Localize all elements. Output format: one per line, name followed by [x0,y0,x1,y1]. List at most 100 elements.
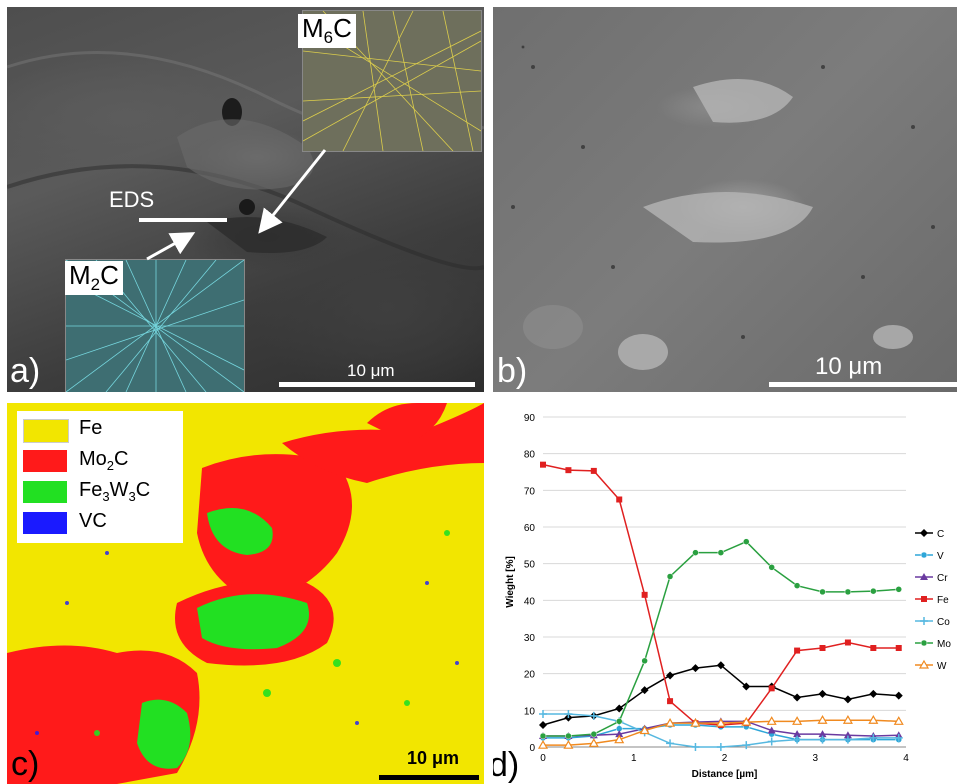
data-point-fe [844,639,851,646]
data-point-c [818,689,827,698]
y-tick-label: 80 [524,450,536,461]
data-point-w [563,739,574,749]
data-point-mo [819,588,826,596]
panel-a-sem-image: M6C M2C EDS a) 10 μm [7,7,484,392]
x-axis-label: Distance [µm] [692,769,758,780]
eds-label: EDS [109,187,155,212]
panel-d-chart: 0 10 20 30 40 50 60 70 80 90 0 1 2 3 4 Distance [µm] Wie… [493,403,957,784]
legend-item-vc: VC [23,510,183,536]
panel-b-scale-label: 10 μm [815,353,883,380]
x-tick-label: 3 [812,753,818,764]
data-point-w [868,715,879,724]
panel-c-letter: c) [11,745,40,783]
data-point-fe [616,496,623,503]
series-line-mo [543,540,899,737]
data-point-co [767,737,776,746]
legend-label-w: W [937,661,947,672]
panel-b-bse-image: b) 10 μm [493,7,957,392]
data-point-fe [540,461,546,468]
data-point-co [539,710,547,718]
series-line-fe [542,463,899,726]
data-point-w [741,716,752,726]
legend-label: VC [79,510,107,532]
data-point-cr [767,726,776,734]
data-point-c [843,695,852,704]
panel-a-arrows [146,149,327,261]
data-point-w [766,716,777,725]
data-point-w [639,725,650,735]
data-point-co [564,710,573,718]
data-point-co [818,735,827,744]
y-tick-label: 30 [524,633,536,644]
data-point-w [588,738,599,747]
panel-a-scale-bar [279,382,475,387]
arrow-m2c [146,232,196,261]
legend-swatch [23,419,69,443]
data-point-co [894,733,903,742]
data-point-mo [717,549,725,556]
legend-label: Fe [79,417,103,439]
y-tick-label: 10 [524,706,536,717]
data-point-mo [590,730,598,738]
data-point-mo [844,588,852,596]
legend-item-mo2c: Mo2C [23,448,183,474]
data-point-c [691,664,700,673]
data-point-w [665,717,676,727]
line-chart: 0 10 20 30 40 50 60 70 80 90 0 1 2 3 4 Distance [µm] Wie… [505,413,951,780]
y-tick-label: 20 [524,670,536,681]
panel-a-scale-label: 10 μm [347,361,395,380]
y-tick-label: 50 [524,560,536,571]
data-point-c [894,691,903,700]
data-point-cr [615,730,624,738]
m2c-label: M2C [65,261,123,295]
panel-b-texture [511,65,935,370]
m6c-label: M6C [298,14,356,48]
data-point-w [817,715,828,724]
legend-label-v: V [937,551,944,562]
data-point-w [614,734,625,744]
data-point-mo [870,587,877,595]
data-point-fe [870,645,877,651]
data-point-mo [666,573,674,580]
x-tick-label: 1 [631,753,637,764]
data-point-co [589,711,598,720]
data-point-co [793,735,802,744]
data-point-c [539,721,547,729]
y-axis-label: Wieght [%] [505,556,516,608]
data-point-w [690,717,701,727]
data-point-fe [794,647,801,654]
legend-label: Fe3W3C [79,479,151,504]
legend-swatch [23,512,67,534]
y-tick-label: 40 [524,596,536,607]
legend-marker-cr [920,573,928,580]
panel-c-scale-bar [379,775,479,780]
data-point-fe [565,467,572,474]
x-tick-label: 0 [540,753,546,764]
data-point-mo [641,657,648,665]
legend-label-mo: Mo [937,639,951,650]
legend-item-fe: Fe [23,417,183,443]
data-point-c [615,704,624,713]
data-point-mo [895,586,902,593]
data-point-cr [818,730,827,738]
panel-b-scale-bar [769,382,957,387]
legend-label-c: C [937,529,944,540]
x-tick-label: 4 [903,753,909,764]
m2c-diffraction-inset [65,259,245,392]
data-point-w [842,715,853,724]
arrow-m6c [258,149,327,234]
y-tick-label: 0 [529,743,535,754]
data-point-mo [768,564,775,571]
data-point-mo [615,718,623,725]
data-point-w [715,717,726,727]
y-tick-label: 70 [524,486,536,497]
legend-label-fe: Fe [937,595,949,606]
data-point-c [793,693,802,702]
legend-marker-mo [920,639,928,647]
data-point-co [691,743,700,751]
legend-item-fe3w3c: Fe3W3C [23,479,183,505]
data-point-fe [768,685,775,692]
panel-b-letter: b) [497,352,528,390]
data-point-co [843,735,852,744]
y-tick-label: 90 [524,413,536,424]
